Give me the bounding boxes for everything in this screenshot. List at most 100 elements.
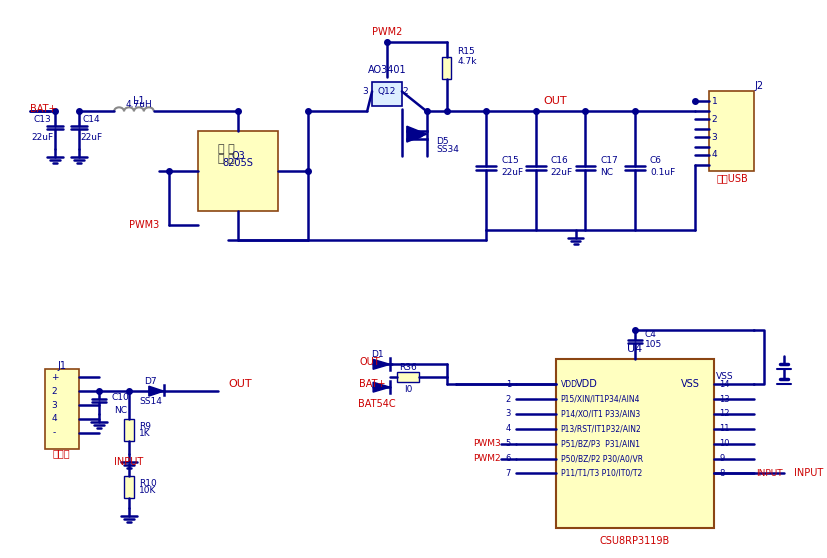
Text: 1K: 1K <box>139 429 151 438</box>
Text: INPUT: INPUT <box>794 469 823 478</box>
Text: SS34: SS34 <box>437 145 460 153</box>
Text: CSU8RP3119B: CSU8RP3119B <box>600 536 670 546</box>
Text: J1: J1 <box>57 362 66 371</box>
Text: VDD: VDD <box>561 379 577 389</box>
Text: C4: C4 <box>645 330 657 339</box>
Text: PWM3: PWM3 <box>473 439 501 448</box>
Text: 14: 14 <box>719 379 730 389</box>
Text: Q3: Q3 <box>232 151 245 161</box>
Text: 10K: 10K <box>139 486 156 495</box>
Text: C6: C6 <box>650 156 662 165</box>
Text: C17: C17 <box>600 156 618 165</box>
Text: OUT: OUT <box>359 357 380 367</box>
Text: 电 路: 电 路 <box>218 144 235 154</box>
Text: -: - <box>53 429 56 437</box>
Text: BAT+: BAT+ <box>359 379 385 389</box>
Polygon shape <box>373 359 390 369</box>
Text: 2: 2 <box>711 115 717 124</box>
Text: NC: NC <box>600 169 614 177</box>
Text: R36: R36 <box>399 363 417 372</box>
Text: 6: 6 <box>505 454 511 463</box>
Bar <box>710 92 754 171</box>
Text: 2: 2 <box>52 387 57 396</box>
Text: INPUT: INPUT <box>114 456 144 466</box>
Polygon shape <box>149 386 164 396</box>
Text: 3: 3 <box>505 410 511 418</box>
Text: 充电器: 充电器 <box>53 449 70 459</box>
Text: OUT: OUT <box>228 379 252 389</box>
Text: 12: 12 <box>719 410 730 418</box>
Text: VDD: VDD <box>576 379 597 389</box>
Bar <box>45 369 79 449</box>
Text: L1: L1 <box>133 97 145 107</box>
Text: 10: 10 <box>719 439 730 448</box>
Text: 2: 2 <box>402 87 408 96</box>
Text: R10: R10 <box>139 479 156 488</box>
Text: P51/BZ/P3  P31/AIN1: P51/BZ/P3 P31/AIN1 <box>561 439 639 448</box>
Text: PWM2: PWM2 <box>474 454 501 463</box>
Text: R9: R9 <box>139 422 151 431</box>
Text: 4: 4 <box>506 424 511 434</box>
Text: 3: 3 <box>52 401 57 410</box>
Bar <box>372 81 402 107</box>
Text: 4.7k: 4.7k <box>457 57 477 66</box>
Text: 3: 3 <box>362 87 368 96</box>
Text: I0: I0 <box>404 384 412 393</box>
Text: 22uF: 22uF <box>501 169 523 177</box>
Text: 9: 9 <box>719 454 724 463</box>
Text: C13: C13 <box>34 115 51 124</box>
Text: C15: C15 <box>501 156 519 165</box>
Text: D5: D5 <box>437 137 449 146</box>
Text: 1: 1 <box>711 97 717 106</box>
Text: VSS: VSS <box>681 379 700 389</box>
Text: C16: C16 <box>551 156 568 165</box>
Text: 22uF: 22uF <box>80 133 103 142</box>
Text: 4: 4 <box>52 415 57 424</box>
Text: BAT54C: BAT54C <box>358 399 396 409</box>
Text: 22uF: 22uF <box>31 133 54 142</box>
Bar <box>198 131 278 210</box>
Text: C10: C10 <box>111 393 129 402</box>
Polygon shape <box>373 382 390 392</box>
Bar <box>442 57 452 79</box>
Bar <box>397 372 418 382</box>
Text: NC: NC <box>114 406 127 416</box>
Text: P15/XIN/IT1P34/AIN4: P15/XIN/IT1P34/AIN4 <box>561 395 640 403</box>
Text: SS14: SS14 <box>140 397 162 406</box>
Text: Q12: Q12 <box>378 87 396 96</box>
Text: P13/RST/IT1P32/AIN2: P13/RST/IT1P32/AIN2 <box>561 424 642 434</box>
Text: J2: J2 <box>754 81 763 92</box>
Text: VSS: VSS <box>716 372 734 381</box>
Text: P11/T1/T3 P10/IT0/T2: P11/T1/T3 P10/IT0/T2 <box>561 469 642 478</box>
Text: C14: C14 <box>83 115 100 124</box>
Text: 105: 105 <box>645 340 662 349</box>
Text: P14/XO/IT1 P33/AIN3: P14/XO/IT1 P33/AIN3 <box>561 410 640 418</box>
Text: OUT: OUT <box>544 97 567 107</box>
Polygon shape <box>407 126 427 142</box>
Text: 方 案: 方 案 <box>218 154 235 164</box>
Text: 7: 7 <box>505 469 511 478</box>
Text: BAT+: BAT+ <box>30 104 56 114</box>
Text: P50/BZ/P2 P30/A0/VR: P50/BZ/P2 P30/A0/VR <box>561 454 643 463</box>
Bar <box>124 419 134 441</box>
Text: R15: R15 <box>457 47 476 56</box>
Text: +: + <box>50 373 59 382</box>
Text: 4: 4 <box>711 151 717 160</box>
Text: 4.7uH: 4.7uH <box>126 100 152 109</box>
Bar <box>124 477 134 498</box>
Text: PWM2: PWM2 <box>372 27 402 37</box>
Text: 3: 3 <box>711 133 717 142</box>
Text: PWM3: PWM3 <box>129 220 160 230</box>
Text: INPUT: INPUT <box>756 469 782 478</box>
Text: AO3401: AO3401 <box>368 65 406 75</box>
Text: U4: U4 <box>628 344 643 354</box>
Text: 2: 2 <box>506 395 511 403</box>
Text: 5: 5 <box>506 439 511 448</box>
Bar <box>556 359 715 528</box>
Text: 8: 8 <box>719 469 724 478</box>
Text: 放电USB: 放电USB <box>716 173 748 183</box>
Text: 1: 1 <box>506 379 511 389</box>
Text: 0.1uF: 0.1uF <box>650 169 675 177</box>
Text: 11: 11 <box>719 424 730 434</box>
Text: 13: 13 <box>719 395 730 403</box>
